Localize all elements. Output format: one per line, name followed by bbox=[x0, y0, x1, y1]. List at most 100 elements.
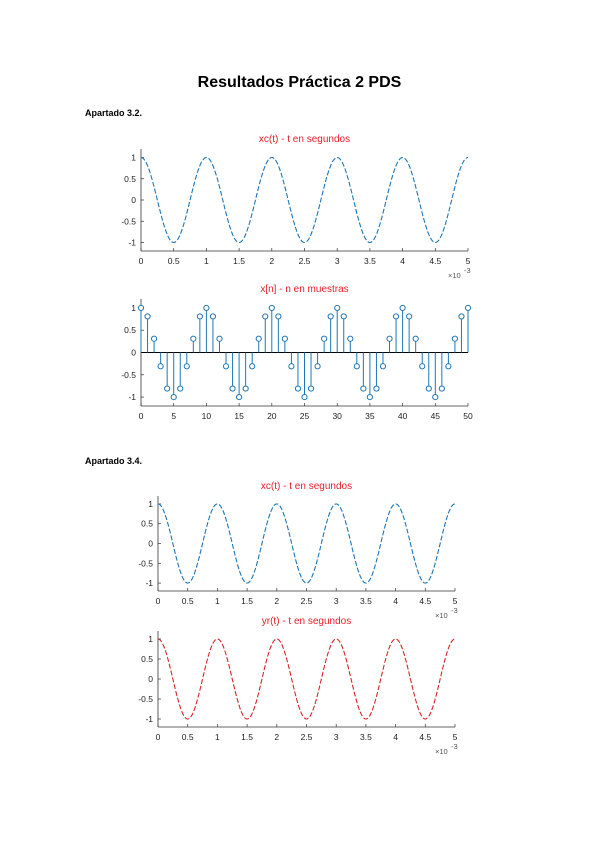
y-tick-label: -0.5 bbox=[121, 216, 136, 226]
x-tick-label: 4.5 bbox=[429, 256, 441, 266]
section-label-3-2: Apartado 3.2. bbox=[85, 108, 143, 118]
y-tick-label: 0.5 bbox=[124, 325, 136, 335]
x-tick-label: 2.5 bbox=[299, 256, 311, 266]
x-exponent-power: -3 bbox=[464, 266, 471, 275]
x-tick-label: 3.5 bbox=[360, 732, 372, 742]
x-tick-label: 40 bbox=[398, 411, 408, 421]
stem-marker bbox=[301, 393, 308, 401]
x-tick-label: 3 bbox=[335, 256, 340, 266]
stem-marker bbox=[340, 313, 347, 320]
stem-marker bbox=[150, 335, 158, 342]
x-tick-label: 1.5 bbox=[233, 256, 245, 266]
x-tick-label: 10 bbox=[202, 411, 212, 421]
x-tick-label: 25 bbox=[300, 411, 310, 421]
x-tick-label: 1.5 bbox=[241, 596, 253, 606]
x-tick-label: 5 bbox=[453, 596, 458, 606]
x-tick-label: 3.5 bbox=[364, 256, 376, 266]
x-tick-label: 4 bbox=[400, 256, 405, 266]
stem-marker bbox=[438, 385, 445, 392]
y-tick-label: 0.5 bbox=[124, 174, 136, 184]
x-tick-label: 0.5 bbox=[168, 256, 180, 266]
stem-marker bbox=[137, 304, 145, 312]
stem-marker bbox=[399, 304, 406, 312]
stem-marker bbox=[386, 335, 393, 342]
x-tick-label: 1 bbox=[215, 732, 220, 742]
chart-title: yr(t) - t en segundos bbox=[262, 616, 351, 627]
x-tick-label: 2 bbox=[274, 596, 279, 606]
y-tick-label: 0.5 bbox=[141, 519, 153, 529]
stem-marker bbox=[262, 313, 269, 320]
y-tick-label: -0.5 bbox=[121, 370, 136, 380]
y-tick-label: 0 bbox=[131, 348, 136, 358]
stem-marker bbox=[203, 304, 210, 312]
stem-marker bbox=[327, 313, 334, 320]
stem-marker bbox=[425, 385, 432, 392]
x-tick-label: 2 bbox=[274, 732, 279, 742]
x-exponent-label: ×10 bbox=[435, 611, 448, 620]
stem-marker bbox=[268, 304, 275, 312]
chart-title: xc(t) - t en segundos bbox=[261, 481, 352, 492]
x-exponent-power: -3 bbox=[451, 606, 458, 615]
y-tick-label: -0.5 bbox=[138, 694, 153, 704]
stem-marker bbox=[353, 363, 360, 370]
stem-marker bbox=[177, 385, 184, 392]
y-tick-label: 0.5 bbox=[141, 654, 153, 664]
y-tick-label: 0 bbox=[148, 539, 153, 549]
stem-marker bbox=[288, 363, 295, 370]
stem-marker bbox=[379, 363, 387, 370]
x-exponent-label: ×10 bbox=[435, 747, 448, 756]
stem-marker bbox=[196, 313, 203, 320]
stem-marker bbox=[242, 385, 249, 392]
stem-marker bbox=[432, 393, 439, 401]
x-tick-label: 0.5 bbox=[182, 732, 194, 742]
y-tick-label: 1 bbox=[131, 153, 136, 163]
y-tick-label: -1 bbox=[128, 392, 136, 402]
x-tick-label: 5 bbox=[453, 732, 458, 742]
x-tick-label: 4.5 bbox=[419, 732, 431, 742]
x-tick-label: 0 bbox=[139, 411, 144, 421]
stem-marker bbox=[229, 385, 236, 392]
stem-marker bbox=[406, 313, 413, 320]
stem-marker bbox=[412, 335, 419, 342]
series-line bbox=[140, 156, 469, 244]
stem-marker bbox=[222, 363, 230, 370]
stem-marker bbox=[275, 313, 282, 320]
y-tick-label: 1 bbox=[148, 499, 153, 509]
y-tick-label: -1 bbox=[145, 714, 153, 724]
stem-marker bbox=[451, 335, 459, 342]
x-tick-label: 0 bbox=[156, 596, 161, 606]
document-title: Resultados Práctica 2 PDS bbox=[197, 74, 402, 91]
stem-marker bbox=[314, 363, 321, 370]
stem-marker bbox=[190, 335, 197, 342]
stem-marker bbox=[281, 335, 288, 342]
stem-marker bbox=[236, 393, 243, 401]
stem-marker bbox=[183, 363, 190, 370]
stem-marker bbox=[164, 385, 171, 392]
x-tick-label: 3 bbox=[334, 596, 339, 606]
stem-marker bbox=[464, 304, 472, 312]
stem-marker bbox=[157, 363, 164, 370]
x-tick-label: 3 bbox=[334, 732, 339, 742]
stem-marker bbox=[392, 313, 400, 320]
x-tick-label: 3.5 bbox=[360, 596, 372, 606]
stem-marker bbox=[255, 335, 262, 342]
stem-marker bbox=[360, 385, 367, 392]
x-exponent-power: -3 bbox=[451, 742, 458, 751]
stem-marker bbox=[321, 335, 328, 342]
y-tick-label: -0.5 bbox=[138, 558, 153, 568]
x-tick-label: 2.5 bbox=[301, 732, 313, 742]
stem-marker bbox=[373, 385, 380, 392]
stem-marker bbox=[209, 313, 217, 320]
stem-marker bbox=[216, 335, 223, 342]
stem-marker bbox=[458, 313, 465, 320]
series-line bbox=[157, 503, 456, 584]
stem-marker bbox=[144, 313, 151, 320]
y-tick-label: 0 bbox=[148, 674, 153, 684]
chart-3: yr(t) - t en segundos 0 0.5 1 1.5 2 2.5 3 3.5 4 4.… bbox=[138, 616, 457, 756]
stem-marker bbox=[170, 393, 177, 401]
stem-marker bbox=[419, 363, 426, 370]
y-tick-label: -1 bbox=[128, 238, 136, 248]
x-tick-label: 45 bbox=[431, 411, 441, 421]
